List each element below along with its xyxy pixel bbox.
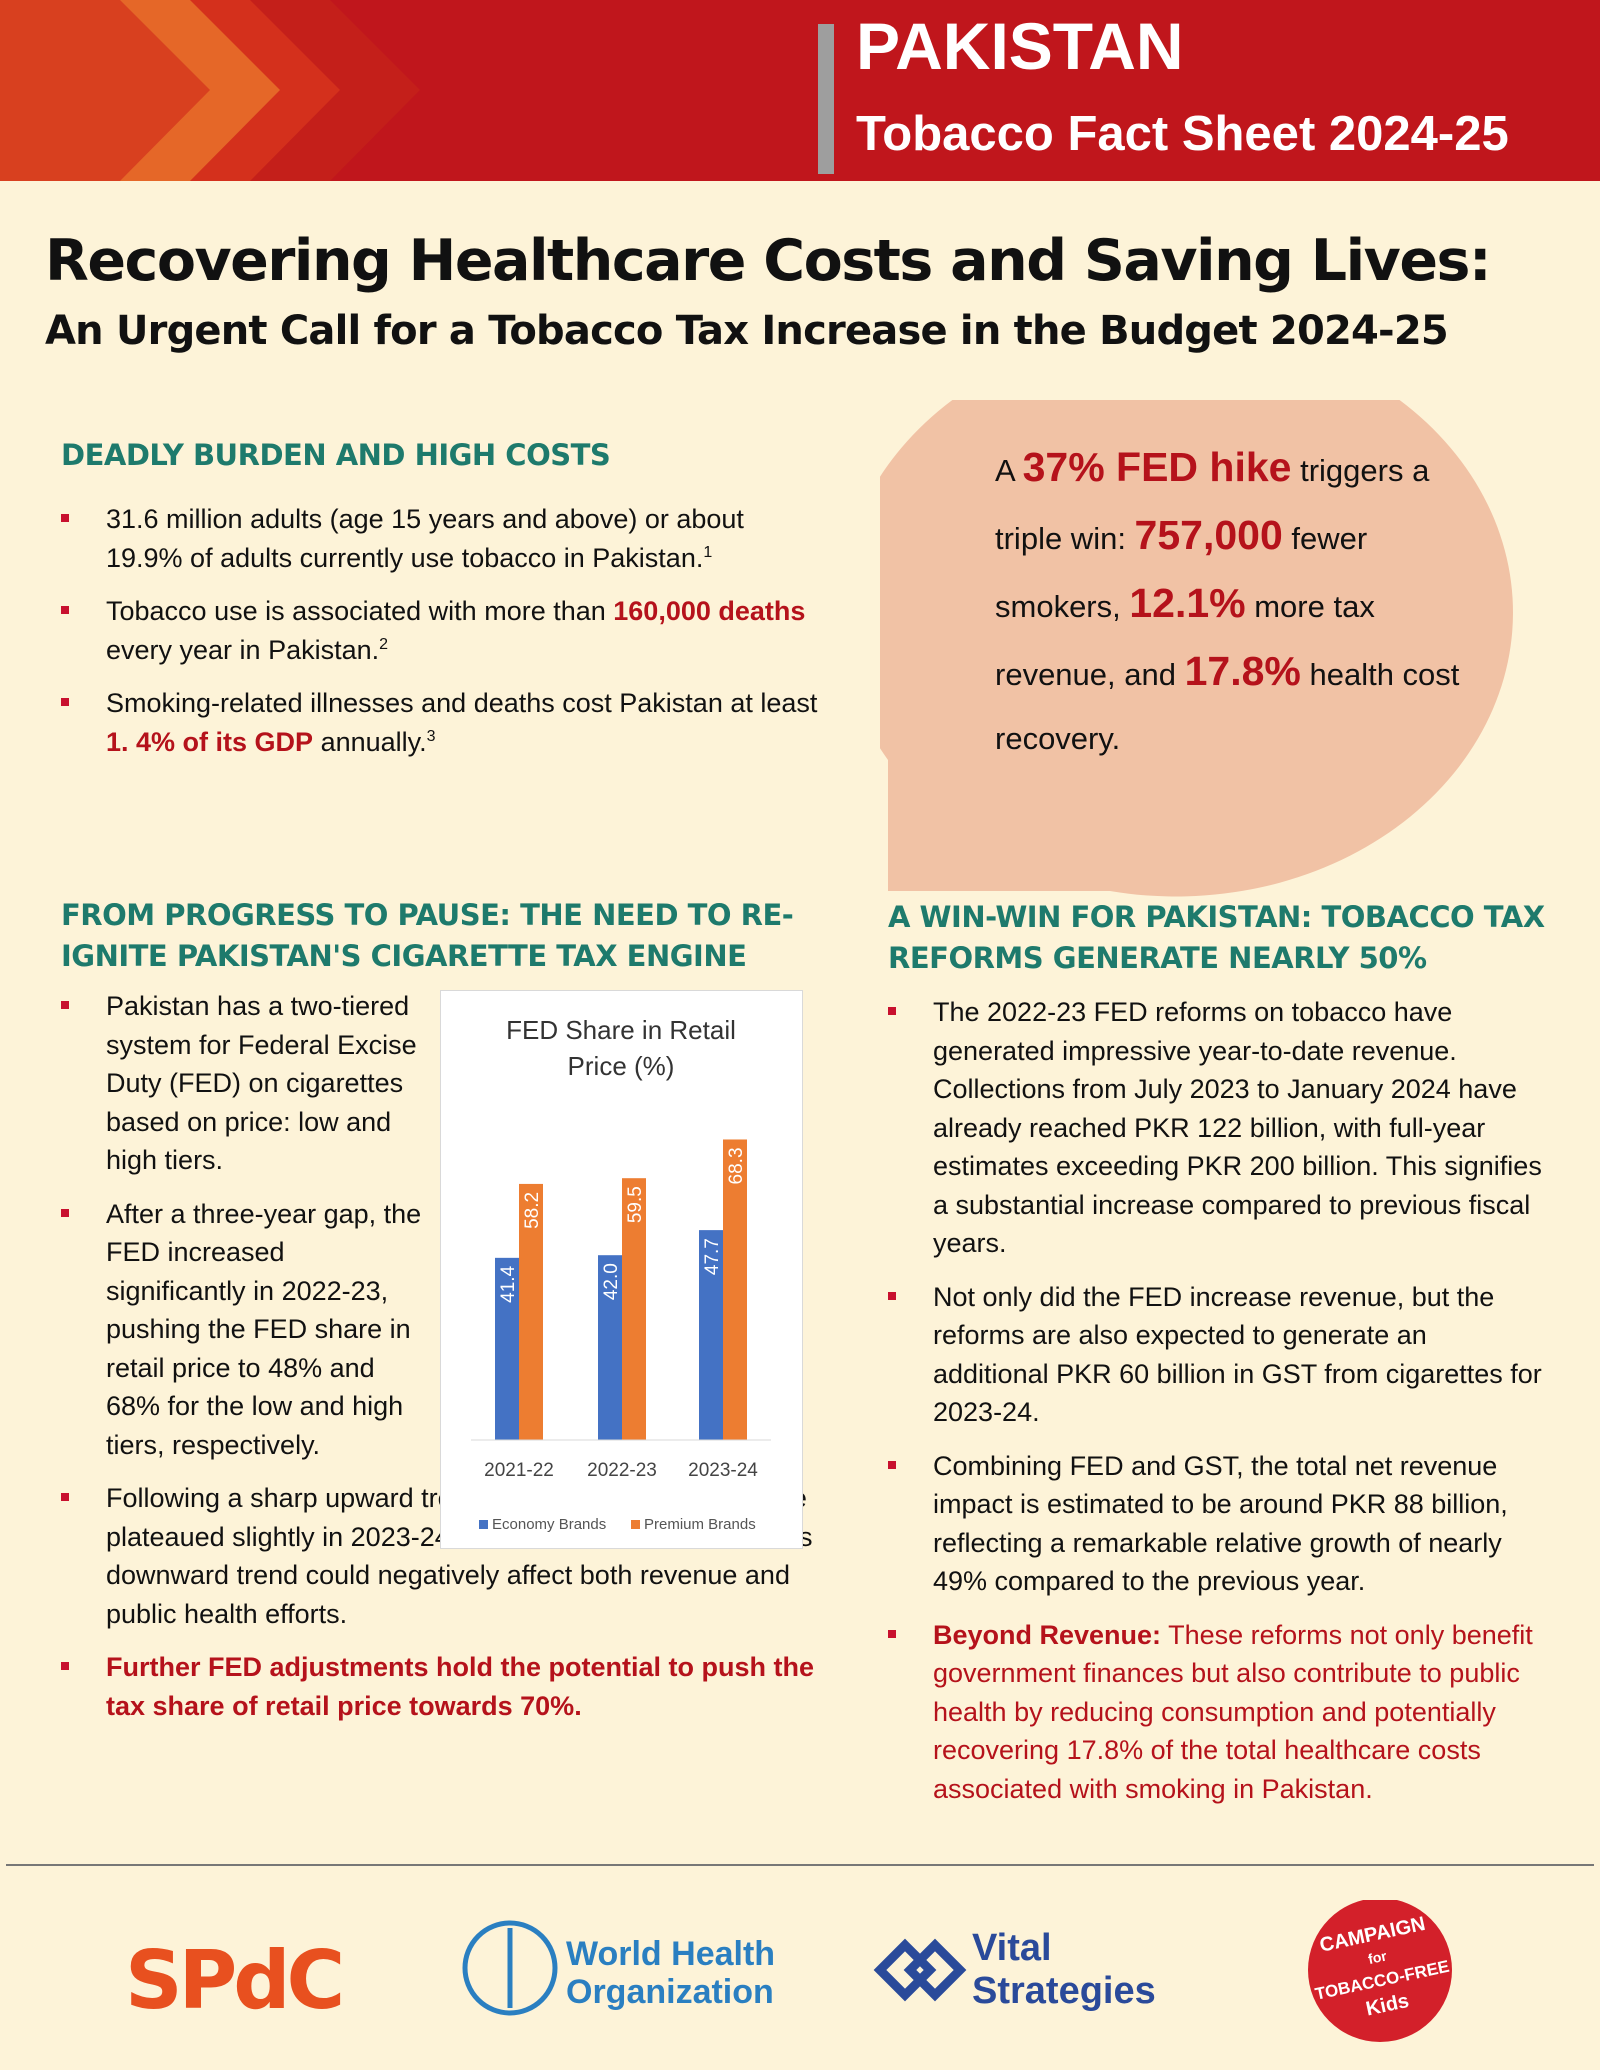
bullet: Tobacco use is associated with more than… bbox=[61, 592, 821, 669]
text-run: more tax revenue, and bbox=[995, 589, 1375, 692]
bar bbox=[699, 1230, 723, 1440]
chart-title: FED Share in Retail Price (%) bbox=[506, 1015, 736, 1081]
text-run: every year in Pakistan. bbox=[106, 634, 380, 665]
chart-box: FED Share in Retail Price (%) 2021-22 41.4 5… bbox=[440, 990, 803, 1549]
text-run: 37% FED hike bbox=[1022, 444, 1292, 490]
x-tick-label: 2021-22 bbox=[484, 1460, 554, 1481]
bar bbox=[495, 1257, 519, 1440]
text-run: health cost recovery. bbox=[995, 657, 1460, 756]
value-label: 41.4 bbox=[498, 1265, 519, 1302]
text-run: Tobacco use is associated with more than bbox=[106, 596, 614, 626]
chart: FED Share in Retail Price (%) 2021-22 41.4 5… bbox=[471, 1015, 771, 1533]
title: Recovering Healthcare Costs and Saving L… bbox=[45, 228, 1492, 294]
bullet: The 2022-23 FED reforms on tobacco have … bbox=[888, 993, 1548, 1263]
text-run: annually. bbox=[313, 726, 427, 757]
value-label: 58.2 bbox=[522, 1192, 543, 1229]
text-run: After a three-year gap, the FED increase… bbox=[106, 1198, 422, 1460]
text-run: Beyond Revenue: bbox=[933, 1619, 1162, 1650]
bullet-list: 31.6 million adults (age 15 years and ab… bbox=[61, 500, 821, 761]
value-label: 42.0 bbox=[601, 1263, 622, 1300]
legend-label: Economy Brands bbox=[492, 1516, 606, 1533]
logo-text: Organization bbox=[566, 1973, 774, 2011]
bullet: 31.6 million adults (age 15 years and ab… bbox=[61, 500, 821, 577]
text-run: 757,000 bbox=[1134, 512, 1283, 558]
text-run: 31.6 million adults (age 15 years and ab… bbox=[106, 504, 744, 573]
text-run: These reforms not only benefit governmen… bbox=[933, 1619, 1533, 1804]
bar bbox=[598, 1255, 622, 1440]
header-band bbox=[0, 0, 1600, 181]
logo-text: Strategies bbox=[972, 1970, 1156, 2012]
section-heading: FROM PROGRESS TO PAUSE: THE NEED TO RE-I… bbox=[61, 898, 794, 973]
text-run: 1. 4% of its GDP bbox=[106, 726, 314, 757]
divider bbox=[6, 1864, 1594, 1866]
value-label: 47.7 bbox=[702, 1238, 723, 1275]
bullet: Beyond Revenue: These reforms not only b… bbox=[888, 1616, 1548, 1809]
bullet: Pakistan has a two-tiered system for Fed… bbox=[61, 987, 426, 1180]
text-run: 160,000 deaths bbox=[613, 596, 806, 626]
x-tick-label: 2022-23 bbox=[587, 1460, 657, 1481]
bar bbox=[519, 1183, 543, 1440]
text-run: 3 bbox=[426, 727, 436, 745]
text-run: 17.8% bbox=[1184, 648, 1301, 694]
subtitle: An Urgent Call for a Tobacco Tax Increas… bbox=[45, 308, 1449, 354]
bullet: After a three-year gap, the FED increase… bbox=[61, 1195, 426, 1465]
section-heading: DEADLY BURDEN AND HIGH COSTS bbox=[61, 438, 611, 472]
value-label: 59.5 bbox=[625, 1186, 646, 1223]
callout-text: A 37% FED hike triggers a triple win: 75… bbox=[995, 435, 1475, 771]
section: A WIN-WIN FOR PAKISTAN: TOBACCO TAX REFO… bbox=[888, 897, 1548, 1823]
text-run: Not only did the FED increase revenue, b… bbox=[933, 1281, 1542, 1428]
x-tick-label: 2023-24 bbox=[688, 1460, 758, 1481]
logo-text: SPdC bbox=[125, 1934, 341, 2027]
text-run: Further FED adjustments hold the potenti… bbox=[106, 1652, 814, 1721]
text-run: 2 bbox=[379, 635, 389, 653]
legend-swatch bbox=[479, 1520, 488, 1529]
section-heading: A WIN-WIN FOR PAKISTAN: TOBACCO TAX REFO… bbox=[888, 900, 1545, 975]
header-country: PAKISTAN bbox=[856, 9, 1184, 83]
text-run: triggers a triple win: bbox=[995, 453, 1430, 556]
legend-swatch bbox=[631, 1520, 640, 1529]
callout-bubble bbox=[880, 400, 1513, 897]
text-run: The 2022-23 FED reforms on tobacco have … bbox=[933, 997, 1542, 1258]
text-run: Smoking-related illnesses and deaths cos… bbox=[106, 688, 818, 718]
value-label: 68.3 bbox=[726, 1147, 747, 1184]
bar bbox=[723, 1139, 747, 1440]
text-run: A bbox=[995, 453, 1023, 488]
text-run: Combining FED and GST, the total net rev… bbox=[933, 1450, 1508, 1597]
text-run: fewer smokers, bbox=[995, 521, 1368, 624]
bullet-list: The 2022-23 FED reforms on tobacco have … bbox=[888, 993, 1548, 1808]
text-run: 1 bbox=[703, 543, 713, 561]
bullet: Smoking-related illnesses and deaths cos… bbox=[61, 684, 821, 761]
header-subtitle: Tobacco Fact Sheet 2024-25 bbox=[856, 107, 1509, 161]
bullet: Combining FED and GST, the total net rev… bbox=[888, 1447, 1548, 1601]
text-run: 12.1% bbox=[1129, 580, 1246, 626]
bar bbox=[622, 1178, 646, 1440]
bullet: Not only did the FED increase revenue, b… bbox=[888, 1278, 1548, 1432]
section: DEADLY BURDEN AND HIGH COSTS 31.6 millio… bbox=[61, 435, 821, 776]
legend-label: Premium Brands bbox=[644, 1516, 756, 1533]
text-run: Pakistan has a two-tiered system for Fed… bbox=[106, 991, 417, 1175]
bullet: Further FED adjustments hold the potenti… bbox=[61, 1648, 821, 1725]
logo-text: for bbox=[1367, 1947, 1389, 1967]
logo-text: World Health bbox=[566, 1935, 775, 1973]
logo-text: Vital bbox=[972, 1927, 1052, 1969]
